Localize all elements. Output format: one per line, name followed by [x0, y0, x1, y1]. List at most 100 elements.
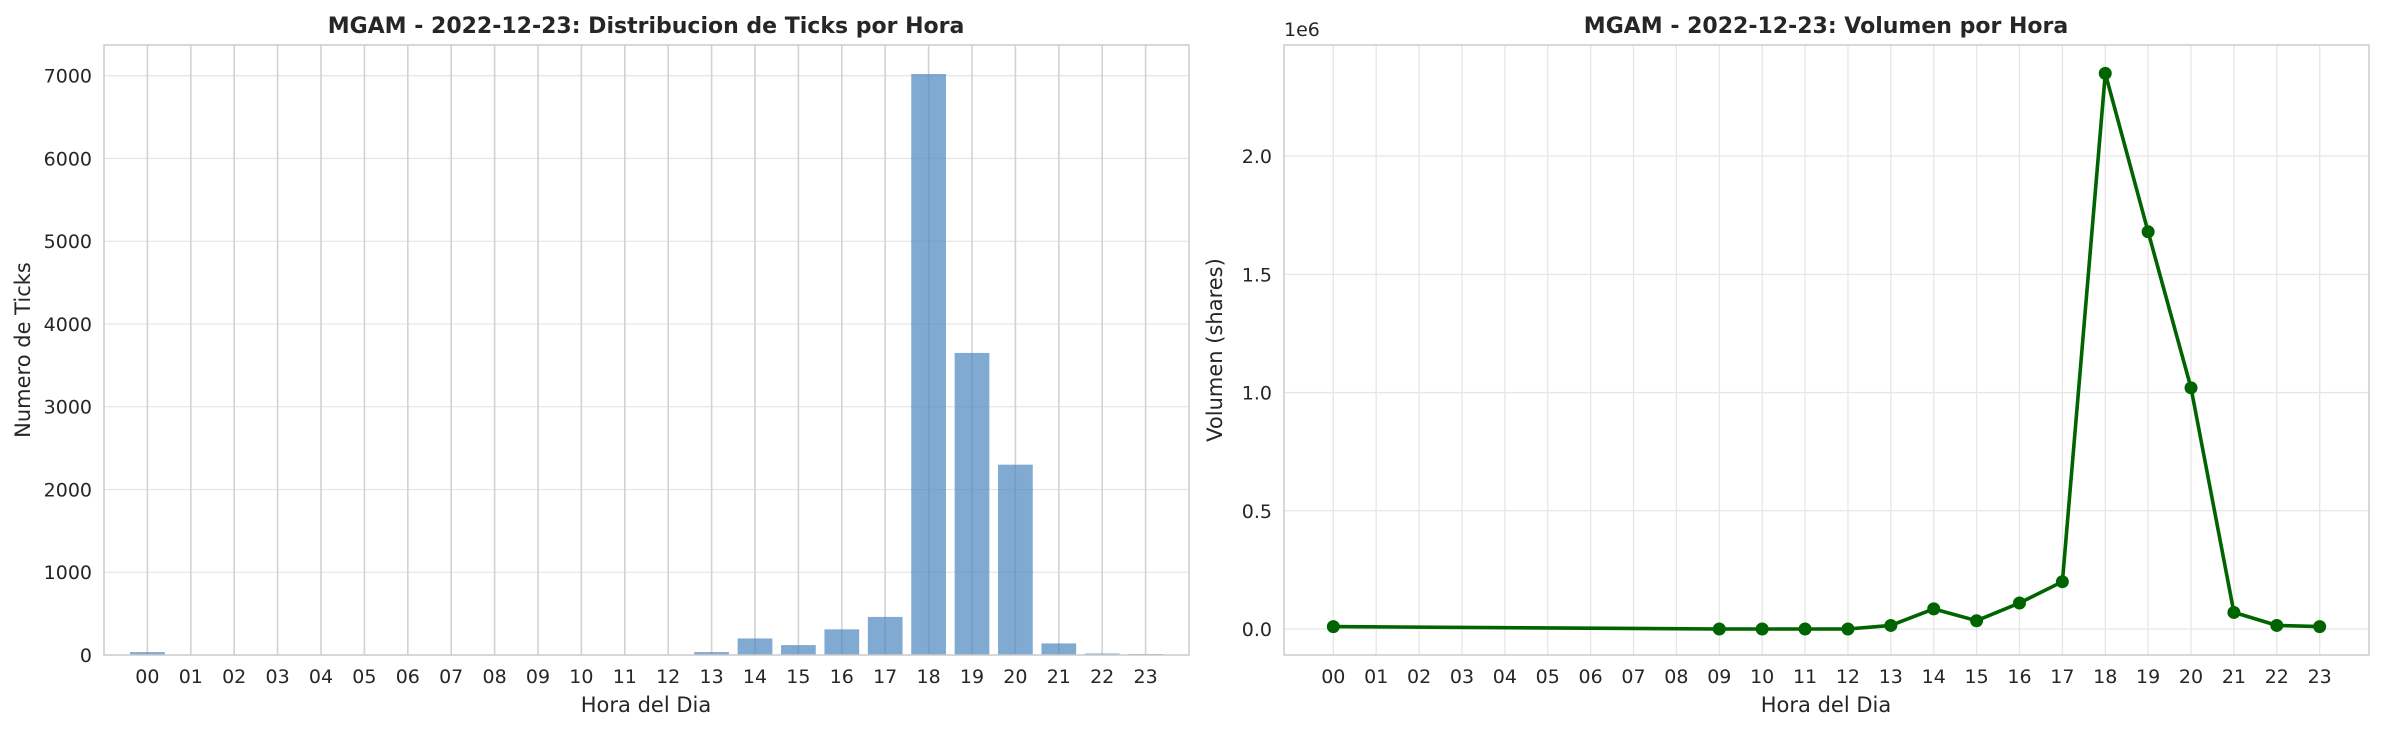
volume-point-19 — [2141, 225, 2155, 239]
y-tick-label: 3000 — [44, 397, 92, 419]
x-tick-label: 14 — [743, 666, 767, 688]
x-tick-label: 05 — [352, 666, 376, 688]
volume-point-18 — [2098, 66, 2112, 80]
volume-point-20 — [2184, 381, 2198, 395]
x-tick-label: 03 — [1450, 666, 1474, 688]
line-gridlines — [1284, 45, 2369, 655]
line-y-tick-labels: 0.0 0.5 1.0 1.5 2.0 — [1242, 146, 1272, 641]
line-plot-frame — [1283, 44, 2370, 656]
x-tick-label: 08 — [483, 666, 507, 688]
y-tick-label: 7000 — [44, 66, 92, 88]
x-tick-label: 19 — [960, 666, 984, 688]
x-tick-label: 11 — [1793, 666, 1817, 688]
x-tick-label: 12 — [1836, 666, 1860, 688]
x-tick-label: 08 — [1664, 666, 1688, 688]
x-tick-label: 14 — [1922, 666, 1946, 688]
line-x-tick-labels: 00 01 02 03 04 05 06 07 08 09 10 11 12 13 14 15 16 17 18 19… — [1321, 666, 2332, 688]
bar-21 — [1041, 643, 1077, 655]
x-tick-label: 09 — [1707, 666, 1731, 688]
bar-chart-title: MGAM - 2022-12-23: Distribucion de Ticks… — [328, 14, 965, 39]
bar-13 — [694, 652, 729, 655]
bar-plot-frame — [103, 44, 1190, 656]
y-multiplier-label: 1e6 — [1284, 19, 1320, 41]
bar-19 — [954, 352, 990, 655]
volume-point-22 — [2270, 618, 2284, 632]
x-tick-label: 01 — [179, 666, 203, 688]
x-tick-label: 15 — [786, 666, 810, 688]
volume-point-14 — [1927, 602, 1941, 616]
y-tick-label: 1.5 — [1242, 264, 1272, 286]
x-tick-label: 21 — [2222, 666, 2246, 688]
bar-x-tick-labels: 00 01 02 03 04 05 06 07 08 09 10 11 12 13 14 15 16 17 18 19… — [135, 666, 1157, 688]
volume-point-13 — [1884, 618, 1898, 632]
bar-15 — [781, 645, 816, 655]
x-tick-label: 16 — [830, 666, 854, 688]
bar-16 — [824, 629, 860, 655]
bar-y-tick-labels: 0 1000 2000 3000 4000 5000 6000 7000 — [44, 66, 92, 667]
x-tick-label: 22 — [1090, 666, 1114, 688]
x-tick-label: 16 — [2007, 666, 2031, 688]
x-tick-label: 07 — [439, 666, 463, 688]
x-tick-label: 22 — [2265, 666, 2289, 688]
x-tick-label: 03 — [266, 666, 290, 688]
x-tick-label: 00 — [135, 666, 159, 688]
y-tick-label: 0.0 — [1242, 619, 1272, 641]
x-tick-label: 15 — [1965, 666, 1989, 688]
bar-00 — [130, 652, 165, 655]
volume-point-23 — [2313, 620, 2327, 634]
line-series — [1326, 66, 2327, 636]
x-tick-label: 02 — [222, 666, 246, 688]
x-tick-label: 20 — [2179, 666, 2203, 688]
x-tick-label: 10 — [569, 666, 593, 688]
volume-point-10 — [1755, 622, 1769, 636]
bar-14 — [737, 638, 773, 655]
volume-point-09 — [1712, 622, 1726, 636]
x-tick-label: 20 — [1003, 666, 1027, 688]
bar-20 — [998, 464, 1033, 655]
x-tick-label: 23 — [1134, 666, 1158, 688]
line-x-axis-label: Hora del Dia — [1761, 693, 1891, 717]
x-tick-label: 21 — [1047, 666, 1071, 688]
volume-point-00 — [1326, 620, 1340, 634]
x-tick-label: 11 — [613, 666, 637, 688]
x-tick-label: 00 — [1321, 666, 1345, 688]
volume-line — [1333, 71, 2320, 631]
x-tick-label: 04 — [309, 666, 333, 688]
x-tick-label: 17 — [873, 666, 897, 688]
x-tick-label: 04 — [1493, 666, 1517, 688]
x-tick-label: 01 — [1364, 666, 1388, 688]
bar-18 — [911, 74, 946, 656]
x-tick-label: 06 — [1579, 666, 1603, 688]
y-tick-label: 6000 — [44, 148, 92, 170]
bar-y-axis-label: Numero de Ticks — [11, 262, 35, 438]
volume-chart: 0.0 0.5 1.0 1.5 2.0 00 01 02 03 04 05 06 07 08 09 10 11… — [1203, 14, 2370, 717]
y-tick-label: 2.0 — [1242, 146, 1272, 168]
volume-point-12 — [1841, 622, 1855, 636]
bar-17 — [867, 616, 903, 655]
x-tick-label: 19 — [2136, 666, 2160, 688]
x-tick-label: 23 — [2308, 666, 2332, 688]
x-tick-label: 13 — [1879, 666, 1903, 688]
y-tick-label: 2000 — [44, 479, 92, 501]
tick-distribution-chart: 0 1000 2000 3000 4000 5000 6000 7000 00 01 02 03 04… — [11, 14, 1190, 717]
x-tick-label: 07 — [1621, 666, 1645, 688]
x-tick-label: 17 — [2050, 666, 2074, 688]
y-tick-label: 5000 — [44, 231, 92, 253]
bar-gridlines — [104, 45, 1189, 656]
y-tick-label: 0.5 — [1242, 501, 1272, 523]
x-tick-label: 13 — [700, 666, 724, 688]
x-tick-label: 06 — [396, 666, 420, 688]
bar-x-axis-label: Hora del Dia — [581, 693, 711, 717]
x-tick-label: 18 — [2093, 666, 2117, 688]
x-tick-label: 12 — [656, 666, 680, 688]
volume-point-17 — [2055, 575, 2069, 589]
x-tick-label: 02 — [1407, 666, 1431, 688]
y-tick-label: 1000 — [44, 562, 92, 584]
x-tick-label: 18 — [917, 666, 941, 688]
line-y-axis-label: Volumen (shares) — [1203, 258, 1227, 442]
volume-point-21 — [2227, 605, 2241, 619]
y-tick-label: 4000 — [44, 314, 92, 336]
x-tick-label: 05 — [1536, 666, 1560, 688]
volume-point-16 — [2012, 596, 2026, 610]
